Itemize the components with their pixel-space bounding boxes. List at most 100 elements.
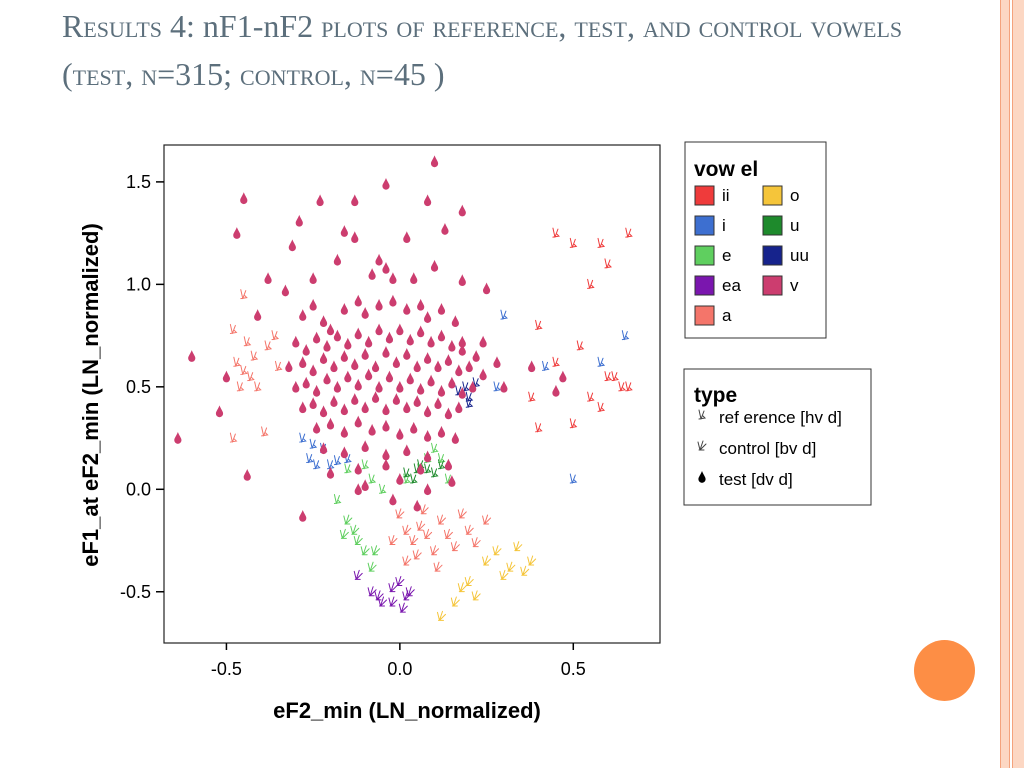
- point-ea-control: [402, 590, 412, 601]
- point-v-test: [382, 403, 390, 416]
- point-v-test: [361, 307, 369, 319]
- point-ii-reference: [597, 401, 606, 412]
- point-ea-control: [395, 576, 405, 587]
- point-v-test: [371, 360, 380, 373]
- point-uu-reference: [462, 381, 470, 392]
- legend-marker-control: [697, 440, 707, 451]
- point-v-test: [354, 462, 362, 475]
- point-v-test: [340, 446, 348, 459]
- type-legend: type ref erence [hv d] control [bv d] test…: [683, 368, 872, 506]
- point-ea-control: [405, 586, 415, 597]
- point-a-control: [443, 528, 453, 539]
- point-v-test: [309, 364, 317, 377]
- point-v-test: [417, 382, 425, 395]
- point-e-control: [339, 528, 349, 539]
- point-v-test: [319, 352, 328, 364]
- point-v-test: [243, 468, 251, 481]
- point-v-test: [375, 298, 383, 311]
- point-v-test: [396, 323, 404, 336]
- point-v-test: [430, 259, 439, 272]
- point-v-test: [382, 177, 390, 190]
- y-axis-title: eF1_at eF2_min (LN_normalized): [78, 223, 103, 567]
- point-a-reference: [247, 371, 255, 382]
- point-v-test: [354, 483, 362, 496]
- point-i-reference: [569, 473, 578, 484]
- legend-swatch-uu: [762, 245, 783, 266]
- point-v-test: [385, 370, 394, 383]
- point-o-control: [464, 576, 474, 587]
- point-v-test: [413, 499, 421, 512]
- point-v-test: [389, 272, 397, 285]
- point-v-test: [417, 325, 425, 338]
- point-v-test: [458, 204, 466, 217]
- point-v-test: [354, 327, 362, 340]
- point-v-test: [361, 440, 369, 453]
- point-v-test: [188, 350, 196, 362]
- point-v-test: [455, 364, 463, 377]
- legend-label: uu: [790, 246, 809, 265]
- point-ea-control: [353, 569, 363, 580]
- point-v-test: [351, 231, 359, 244]
- point-v-test: [458, 274, 466, 287]
- point-v-test: [382, 345, 390, 358]
- point-v-test: [392, 393, 400, 405]
- legend-swatch-i: [694, 215, 715, 236]
- point-ii-reference: [569, 418, 578, 429]
- title-part: Results 4:: [62, 8, 203, 44]
- point-a-control: [457, 508, 467, 519]
- point-v-test: [302, 376, 310, 389]
- point-uu-reference: [465, 391, 474, 402]
- series-o-control: [436, 541, 537, 621]
- point-i-reference: [299, 432, 307, 443]
- point-ea-control: [378, 596, 388, 607]
- point-u-reference: [410, 473, 418, 484]
- point-v-test: [333, 253, 342, 266]
- point-v-test: [458, 386, 466, 399]
- point-e-reference: [361, 459, 370, 470]
- point-i-reference: [621, 330, 630, 341]
- legend-label: ea: [722, 276, 741, 295]
- point-v-test: [309, 272, 317, 285]
- point-v-test: [354, 294, 362, 307]
- point-v-test: [417, 298, 425, 311]
- point-o-control: [520, 565, 530, 576]
- point-v-test: [313, 384, 321, 397]
- point-v-test: [292, 335, 300, 348]
- point-v-test: [375, 380, 383, 393]
- point-a-reference: [233, 356, 241, 367]
- series-e-control: [339, 514, 381, 572]
- point-v-test: [403, 302, 411, 315]
- point-a-reference: [264, 340, 273, 351]
- point-v-test: [361, 348, 369, 360]
- point-v-test: [333, 329, 342, 342]
- point-o-control: [450, 596, 460, 607]
- point-a-reference: [261, 426, 269, 437]
- point-v-test: [552, 384, 560, 397]
- point-v-test: [254, 309, 262, 321]
- legend-marker-reference: [698, 409, 707, 420]
- point-a-reference: [229, 432, 238, 443]
- point-e-reference: [344, 463, 352, 474]
- slide-title: Results 4: nF1-nF2 plots of reference, t…: [62, 2, 972, 98]
- type-legend-title: type: [694, 384, 737, 407]
- point-v-test: [351, 358, 359, 371]
- y-tick-label: 1.0: [126, 274, 151, 294]
- point-e-reference: [333, 494, 342, 505]
- point-v-test: [444, 354, 453, 366]
- point-i-reference: [309, 438, 318, 449]
- point-v-test: [500, 380, 508, 393]
- point-a-control: [419, 504, 429, 515]
- point-u-reference: [424, 463, 432, 474]
- point-u-reference: [403, 467, 411, 478]
- point-a-control: [395, 508, 405, 519]
- point-u-reference: [431, 467, 439, 478]
- point-i-reference: [493, 381, 502, 392]
- point-e-control: [350, 524, 360, 535]
- point-v-test: [316, 194, 324, 207]
- point-v-test: [174, 432, 182, 444]
- point-v-test: [215, 405, 224, 418]
- legend-swatch-ii: [694, 185, 715, 206]
- point-uu-reference: [465, 397, 474, 408]
